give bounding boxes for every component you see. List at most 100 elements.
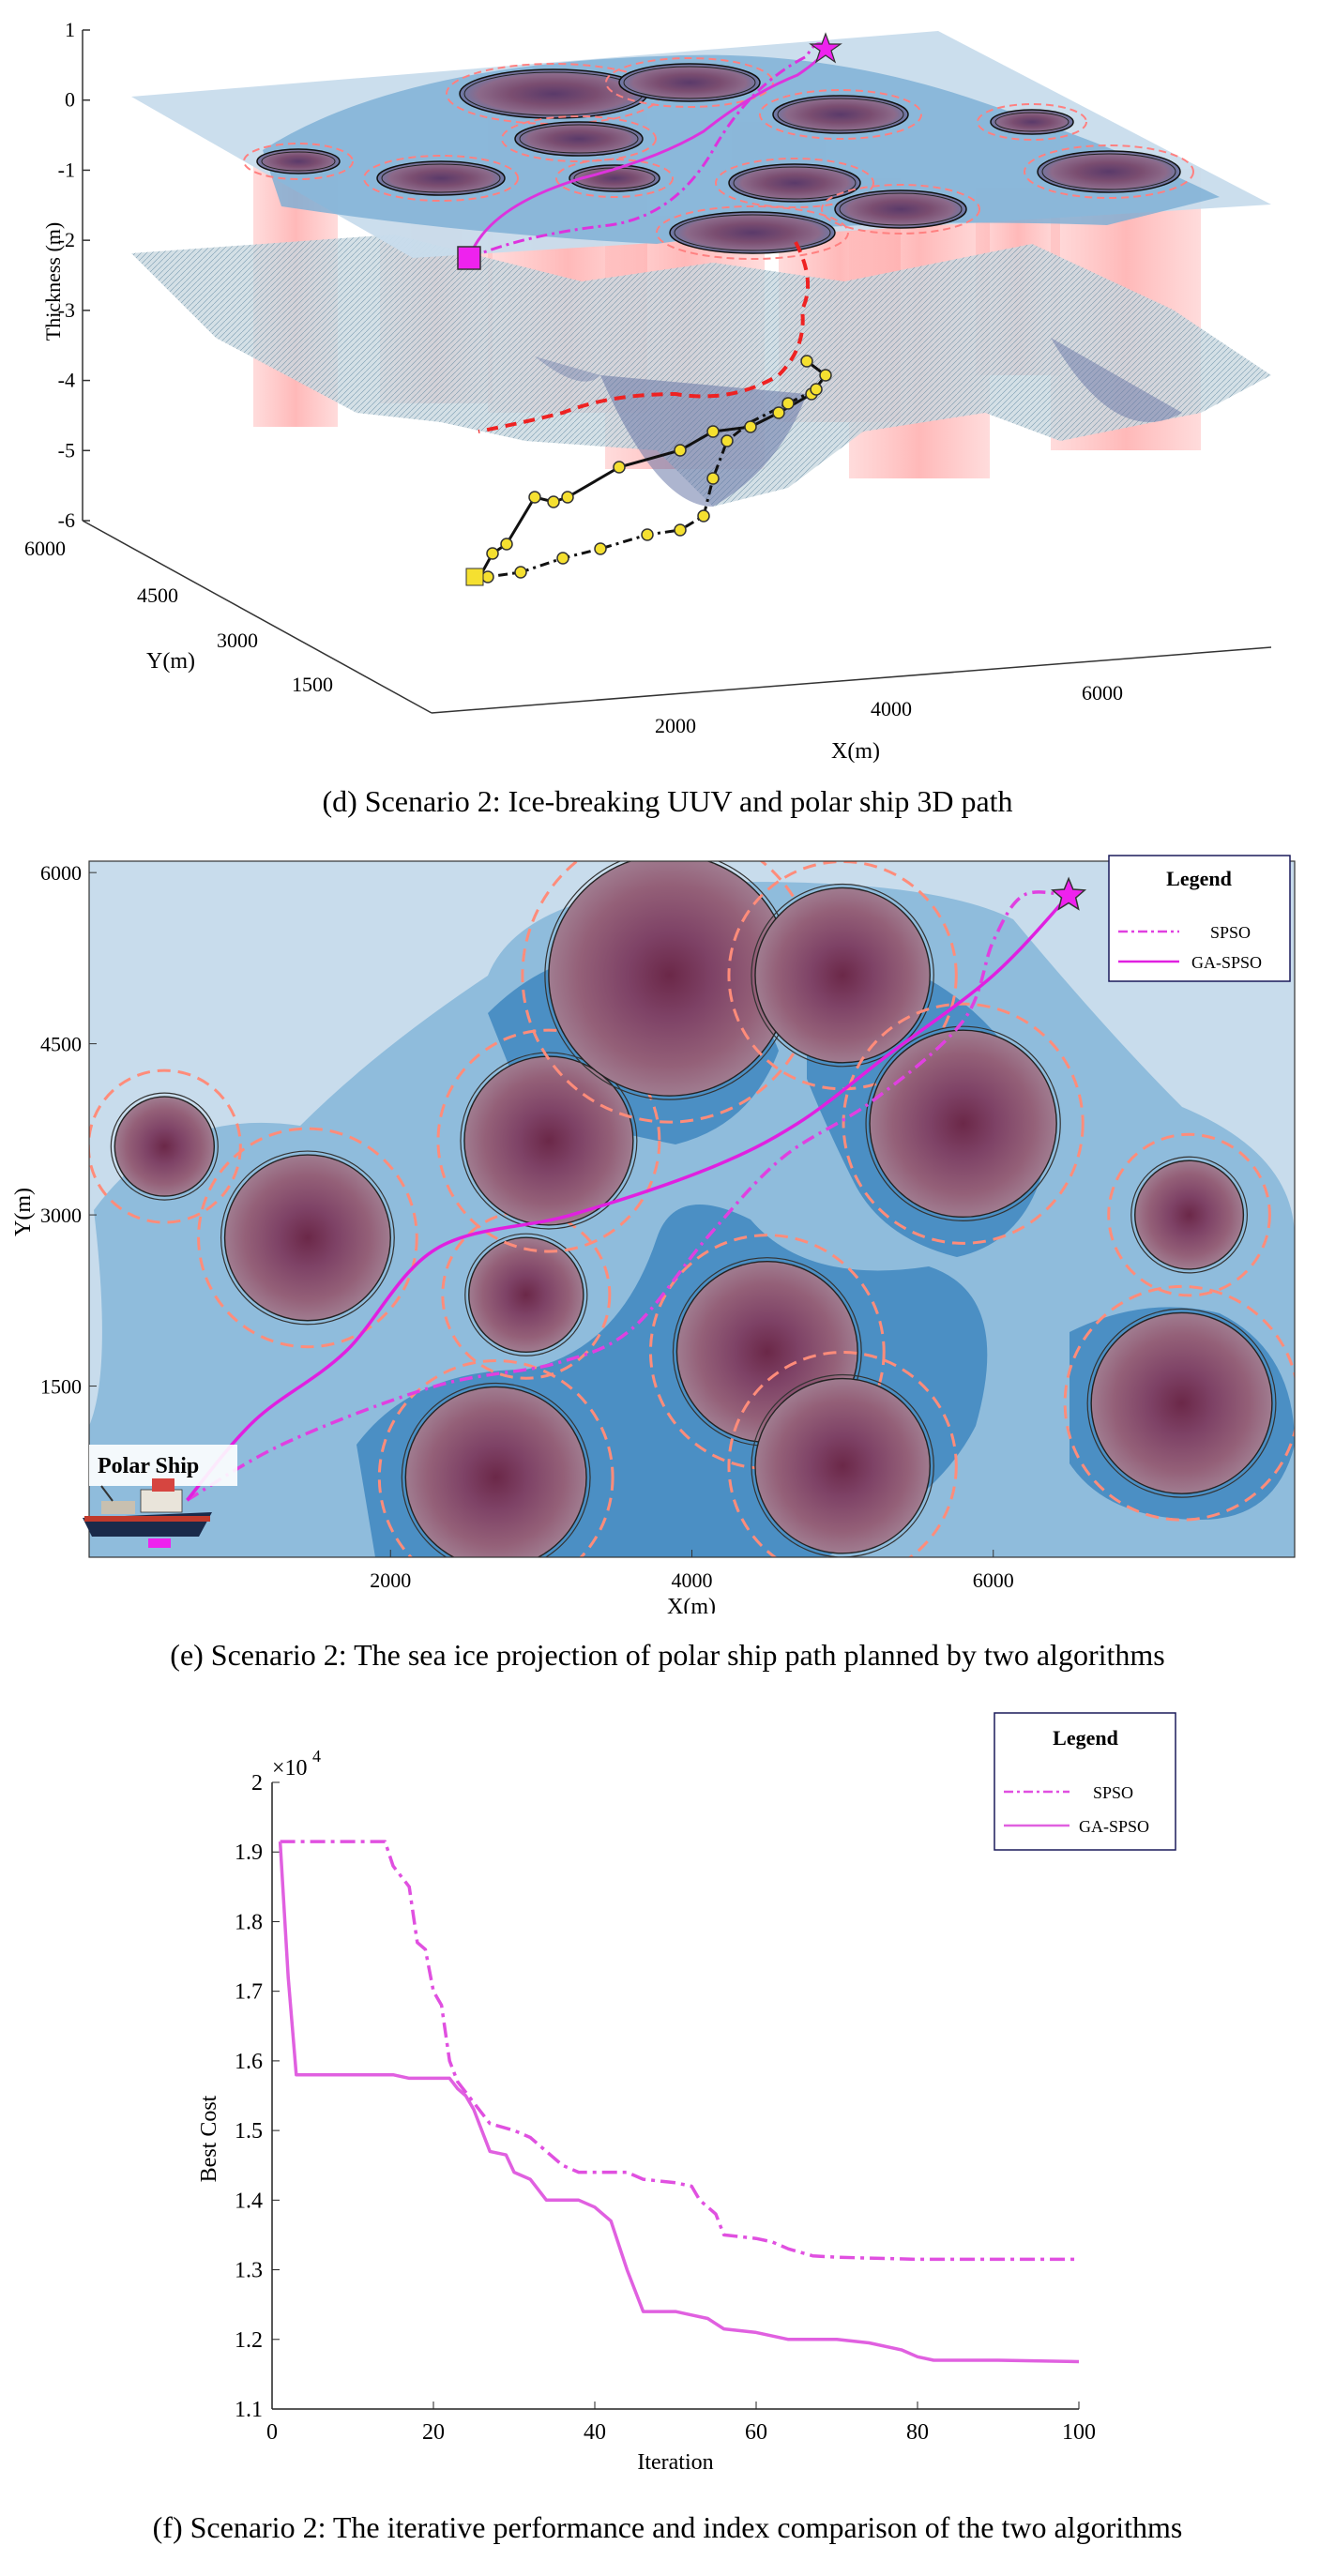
waypoint-23 — [481, 570, 494, 583]
y-tick-f-7: 1.8 — [235, 1910, 263, 1934]
y-tick-1: 4500 — [137, 583, 178, 607]
y-tick-e-0: 1500 — [40, 1375, 82, 1399]
multiplier-base: ×10 — [272, 1756, 308, 1780]
y-axis-label-f: Best Cost — [197, 2095, 221, 2182]
obstacle-outer-3 — [460, 1052, 638, 1230]
projection-paths — [186, 876, 1087, 1502]
y-tick-f-6: 1.7 — [235, 1980, 263, 2005]
waypoint-20 — [721, 434, 734, 447]
waypoint-12 — [800, 355, 813, 368]
obstacle-outer-11 — [1086, 1308, 1277, 1498]
waypoint-2 — [528, 491, 541, 504]
floe-inner-10 — [994, 112, 1070, 132]
obstacle-outer-6 — [865, 1025, 1061, 1221]
x-tick-labels-e: 2000 4000 6000 — [370, 1550, 1014, 1592]
z-tick-7: -6 — [58, 508, 75, 532]
obstacle-safety-ring-9 — [727, 1351, 958, 1557]
x-axis-label-e: X(m) — [667, 1595, 716, 1614]
floe-inner-9 — [777, 98, 904, 131]
ship-label: Polar Ship — [98, 1454, 199, 1478]
uuv-waypoints — [481, 355, 832, 583]
convergence-ga-spso — [278, 1841, 1080, 2364]
caption-f: (f) Scenario 2: The iterative performanc… — [152, 2510, 1183, 2544]
x-tick-f-1: 20 — [422, 2420, 445, 2445]
x-tick-f-5: 100 — [1062, 2420, 1096, 2445]
waypoint-15 — [594, 542, 607, 555]
waypoint-9 — [772, 406, 785, 419]
x-tick-labels: 2000 4000 6000 — [655, 681, 1123, 737]
obstacle-outer-7 — [1130, 1156, 1248, 1274]
axes-3d — [82, 30, 1272, 714]
floe-8 — [834, 189, 967, 229]
z-tick-6: -5 — [58, 438, 75, 462]
x-tick-f-2: 40 — [584, 2420, 606, 2445]
floe-safety-ring-9 — [759, 89, 922, 140]
caption-e: (e) Scenario 2: The sea ice projection o… — [170, 1638, 1165, 1672]
floe-4 — [376, 160, 506, 196]
obstacle-safety-ring-0 — [89, 1068, 242, 1224]
legend-f: Legend SPSO GA-SPSO — [994, 1712, 1176, 1851]
floe-11 — [1037, 150, 1181, 193]
x-tick-f-3: 60 — [745, 2420, 767, 2445]
legend-gaspso-e: GA-SPSO — [1191, 953, 1262, 972]
panel-f-convergence-chart: 0 20 40 60 80 100 1.1 1.2 1.3 1.4 1.5 1.6 1.7 1.8 1.9… — [197, 1712, 1176, 2475]
waypoint-4 — [561, 491, 574, 504]
obstacle-safety-ring-7 — [1107, 1132, 1271, 1297]
x-tick-e-2: 6000 — [973, 1568, 1014, 1592]
z-tick-3: -2 — [58, 228, 75, 251]
x-tick-labels-f: 0 20 40 60 80 100 — [266, 2402, 1096, 2445]
obstacle-7 — [1134, 1159, 1245, 1270]
y-tick-labels: 6000 4500 3000 1500 — [24, 537, 333, 696]
y-tick-2: 3000 — [217, 629, 258, 652]
obstacle-3 — [463, 1055, 634, 1226]
floe-safety-ring-4 — [363, 155, 519, 202]
obstacle-outer-1 — [220, 1150, 395, 1326]
ice-floes-2d — [89, 861, 1295, 1557]
floe-inner-3 — [261, 151, 336, 172]
y-axis-label-e: Y(m) — [11, 1188, 36, 1236]
start-marker-square — [457, 246, 481, 270]
waypoint-19 — [706, 472, 720, 485]
floe-inner-6 — [674, 214, 831, 251]
obstacle-5 — [754, 886, 931, 1064]
obstacle-6 — [869, 1029, 1057, 1219]
obstacle-safety-ring-5 — [727, 861, 958, 1091]
waypoint-0 — [486, 547, 499, 560]
panel-d-3d-chart: 1 0 -1 -2 -3 -4 -5 -6 Thickness (m) 6000 4500 300… — [24, 18, 1272, 764]
x-axis-label-f: Iteration — [637, 2450, 713, 2475]
convergence-spso — [280, 1840, 1079, 2262]
floe-inner-1 — [623, 66, 756, 99]
floe-safety-ring-7 — [715, 158, 874, 208]
x-tick-0: 2000 — [655, 714, 696, 737]
floe-3 — [256, 148, 341, 174]
waypoint-11 — [819, 369, 832, 382]
obstacle-safety-ring-8 — [648, 1234, 886, 1470]
floe-inner-4 — [381, 163, 501, 193]
y-tick-0: 6000 — [24, 537, 66, 560]
surface-paths — [467, 42, 827, 260]
waypoint-5 — [613, 461, 626, 474]
floe-safety-ring-2 — [501, 115, 657, 162]
y-tick-3: 1500 — [292, 673, 333, 696]
obstacle-safety-ring-6 — [842, 1002, 1085, 1245]
y-tick-e-2: 4500 — [40, 1033, 82, 1056]
path-ga-spso — [186, 894, 1070, 1502]
waypoint-3 — [547, 495, 560, 508]
z-axis-label: Thickness (m) — [41, 222, 65, 341]
legend-spso-e: SPSO — [1210, 923, 1251, 942]
legend-gaspso-f: GA-SPSO — [1079, 1817, 1149, 1836]
z-tick-1: 0 — [65, 88, 75, 112]
floe-6 — [669, 211, 836, 254]
y-tick-f-0: 1.1 — [235, 2398, 263, 2422]
x-tick-1: 4000 — [871, 697, 912, 720]
polar-ship-icon — [83, 1478, 212, 1548]
floe-inner-8 — [839, 192, 963, 226]
x-tick-e-1: 4000 — [672, 1568, 713, 1592]
obstacle-safety-ring-1 — [197, 1127, 418, 1349]
obstacle-safety-ring-11 — [1063, 1284, 1295, 1522]
x-tick-f-4: 80 — [906, 2420, 929, 2445]
floe-0 — [459, 68, 648, 119]
floe-safety-ring-11 — [1024, 144, 1194, 199]
obstacle-9 — [754, 1377, 931, 1554]
